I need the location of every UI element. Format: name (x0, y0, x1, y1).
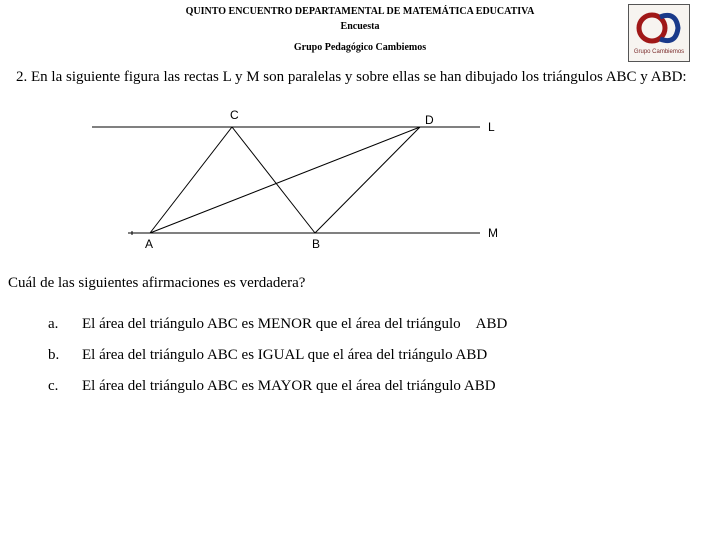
document-header: QUINTO ENCUENTRO DEPARTAMENTAL DE MATEMÁ… (0, 0, 720, 53)
option-text: El área del triángulo ABC es IGUAL que e… (82, 347, 487, 364)
question-prompt: Cuál de las siguientes afirmaciones es v… (0, 255, 720, 292)
logo-caption: Grupo Cambiemos (629, 49, 689, 55)
option-a: a. El área del triángulo ABC es MENOR qu… (48, 316, 720, 333)
header-title: QUINTO ENCUENTRO DEPARTAMENTAL DE MATEMÁ… (0, 6, 720, 17)
option-c: c. El área del triángulo ABC es MAYOR qu… (48, 378, 720, 395)
option-b: b. El área del triángulo ABC es IGUAL qu… (48, 347, 720, 364)
point-label-c: C (230, 108, 239, 122)
answer-options: a. El área del triángulo ABC es MENOR qu… (0, 292, 720, 395)
logo-icon (636, 9, 682, 47)
option-text: El área del triángulo ABC es MAYOR que e… (82, 378, 496, 395)
line-label-l: L (488, 120, 495, 134)
line-label-m: M (488, 226, 498, 240)
geometry-figure: C D L A B M (90, 105, 520, 255)
figure-svg (90, 105, 520, 255)
option-letter: a. (48, 316, 82, 333)
point-label-a: A (145, 237, 153, 251)
option-letter: c. (48, 378, 82, 395)
option-letter: b. (48, 347, 82, 364)
point-label-d: D (425, 113, 434, 127)
point-label-b: B (312, 237, 320, 251)
question-text: 2. En la siguiente figura las rectas L y… (0, 53, 720, 87)
header-subtitle: Encuesta (0, 21, 720, 32)
header-group: Grupo Pedagógico Cambiemos (0, 42, 720, 53)
option-text: El área del triángulo ABC es MENOR que e… (82, 316, 507, 333)
logo: Grupo Cambiemos (628, 4, 690, 62)
